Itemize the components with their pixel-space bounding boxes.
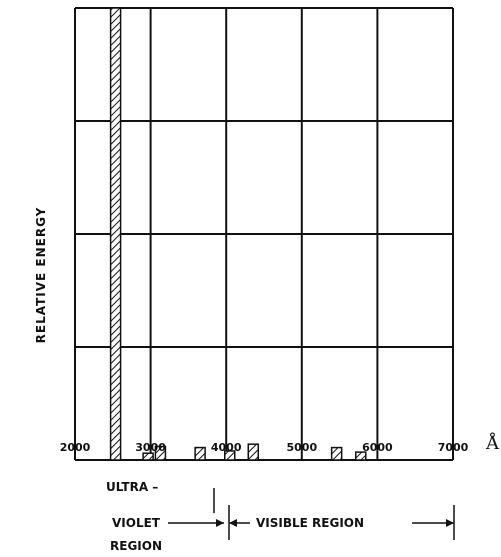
- spectral-line-bar: [330, 446, 343, 461]
- x-tick-label: 2000: [60, 441, 91, 454]
- spectral-line-bar: [247, 443, 260, 461]
- visible-region-label: VISIBLE REGION: [256, 516, 364, 530]
- x-tick-label: 3000: [135, 441, 166, 454]
- region-annotations: ULTRA – VIOLET REGION VISIBLE REGION: [106, 480, 455, 553]
- spectral-line-bar: [109, 7, 122, 461]
- y-axis-label: RELATIVE ENERGY: [34, 207, 48, 344]
- uv-arrow-head: [216, 519, 224, 527]
- bars: [109, 7, 367, 461]
- uv-region-label-1: ULTRA –: [106, 480, 158, 494]
- x-tick-label: 4000: [211, 441, 242, 454]
- uv-region-label-3: REGION: [110, 539, 162, 553]
- spectral-line-bar: [154, 445, 167, 461]
- spectral-line-bar: [142, 452, 154, 461]
- grid: [74, 7, 454, 461]
- x-tick-label: 7000: [438, 441, 469, 454]
- visible-left-arrow-head: [229, 519, 237, 527]
- x-tick-labels: 2000 3000 4000 5000 6000 7000: [60, 441, 469, 454]
- spectral-line-bar: [194, 446, 206, 461]
- spectral-line-bar: [355, 451, 367, 461]
- x-tick-label: 6000: [362, 441, 393, 454]
- uv-region-label-2: VIOLET: [112, 516, 161, 530]
- visible-right-arrow-head: [446, 519, 454, 527]
- x-tick-label: 5000: [286, 441, 317, 454]
- spectral-line-bar: [224, 450, 236, 461]
- unit-label: Å: [485, 432, 500, 454]
